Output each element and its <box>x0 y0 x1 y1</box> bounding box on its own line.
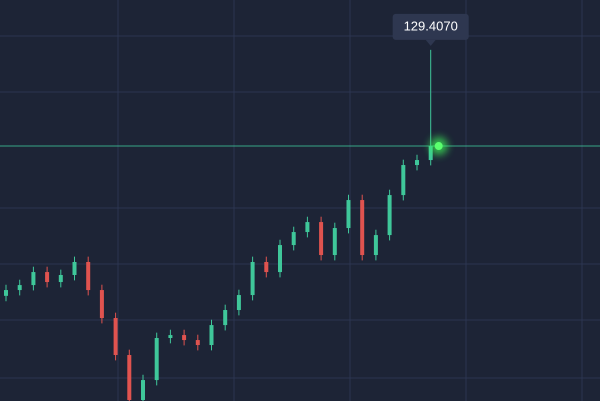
candle-body <box>209 325 214 346</box>
candle-body <box>195 340 200 346</box>
candle-body <box>58 274 63 283</box>
overlay: 129.4070 <box>0 13 600 156</box>
candle-body <box>154 337 159 381</box>
candle-body <box>113 318 118 356</box>
candle-body <box>291 232 296 246</box>
candle-body <box>17 285 22 291</box>
candle-body <box>373 235 378 256</box>
candle-body <box>415 160 419 166</box>
candle-body <box>346 200 351 229</box>
candle-body <box>278 245 282 273</box>
candle-body <box>99 290 104 319</box>
candle-body <box>223 310 228 326</box>
plot <box>4 49 433 401</box>
candle-body <box>4 290 8 296</box>
candle-body <box>305 222 310 233</box>
candle-body <box>428 146 433 161</box>
candle-body <box>236 295 241 311</box>
candle-body <box>401 165 406 196</box>
candle-body <box>387 195 392 236</box>
tooltip-arrow <box>425 39 436 46</box>
candle-body <box>332 228 337 256</box>
candle-body <box>264 261 269 273</box>
candle-body <box>250 261 255 296</box>
candle-body <box>45 272 50 283</box>
candle-body <box>127 355 132 401</box>
candle-body <box>319 222 324 256</box>
tooltip-box <box>392 13 469 40</box>
candle-body <box>168 335 173 338</box>
candle-body <box>72 261 77 275</box>
candle-body <box>141 380 145 401</box>
tooltip-label: 129.4070 <box>404 18 458 33</box>
candle-body <box>182 335 187 341</box>
price-dot <box>434 142 443 151</box>
candle-body <box>360 200 365 256</box>
candle-body <box>86 261 91 291</box>
candle-body <box>31 272 36 286</box>
